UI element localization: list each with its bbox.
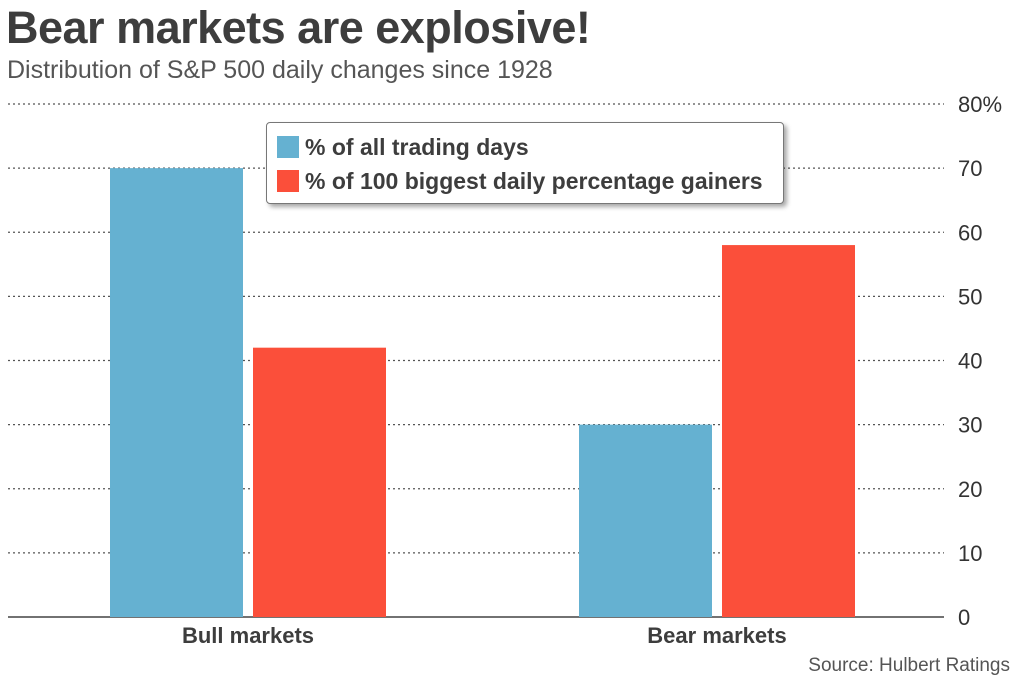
chart-subtitle: Distribution of S&P 500 daily changes si… (7, 56, 553, 84)
x-category-label: Bear markets (647, 623, 786, 648)
y-axis-ticks: 0 10 20 30 40 50 60 70 80% (958, 92, 1002, 630)
legend-item-series-2: % of 100 biggest daily percentage gainer… (277, 166, 763, 196)
legend-label-series-2: % of 100 biggest daily percentage gainer… (305, 167, 763, 194)
y-tick-label: 0 (958, 605, 970, 630)
bars (110, 168, 855, 617)
x-category-label: Bull markets (182, 623, 314, 648)
bar-1-bull-markets (110, 168, 243, 617)
legend-item-series-1: % of all trading days (277, 132, 529, 162)
y-tick-label: 40 (958, 349, 982, 374)
y-tick-label: 50 (958, 284, 982, 309)
y-tick-label: 10 (958, 541, 982, 566)
chart-title: Bear markets are explosive! (6, 2, 591, 53)
y-tick-label: 70 (958, 156, 982, 181)
y-tick-label: 20 (958, 477, 982, 502)
y-tick-label: 60 (958, 220, 982, 245)
y-tick-label: 30 (958, 413, 982, 438)
source-note: Source: Hulbert Ratings (808, 655, 1010, 676)
bar-2-bull-markets (253, 347, 386, 617)
bar-2-bear-markets (722, 245, 855, 617)
legend-swatch-series-1 (277, 136, 299, 158)
legend-label-series-1: % of all trading days (305, 133, 529, 160)
bar-1-bear-markets (579, 424, 712, 617)
legend: % of all trading days % of 100 biggest d… (266, 122, 784, 204)
legend-swatch-series-2 (277, 170, 299, 192)
x-axis-labels: Bull markets Bear markets (182, 623, 787, 648)
y-tick-label: 80% (958, 92, 1002, 117)
